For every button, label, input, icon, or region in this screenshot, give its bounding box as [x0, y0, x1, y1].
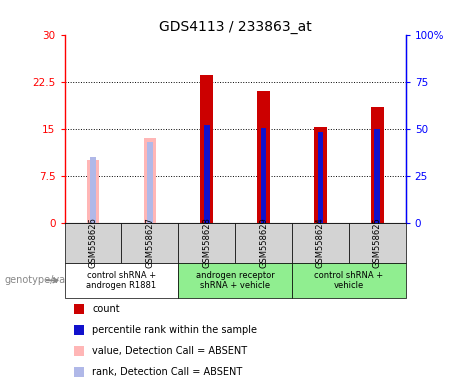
Text: GSM558626: GSM558626 [89, 217, 97, 268]
Text: rank, Detection Call = ABSENT: rank, Detection Call = ABSENT [92, 367, 242, 377]
Text: GSM558625: GSM558625 [373, 217, 382, 268]
Text: percentile rank within the sample: percentile rank within the sample [92, 325, 257, 335]
Text: GSM558629: GSM558629 [259, 217, 268, 268]
Text: count: count [92, 304, 120, 314]
Text: GSM558628: GSM558628 [202, 217, 211, 268]
Text: GSM558627: GSM558627 [145, 217, 154, 268]
Bar [257, 91, 270, 223]
Bar [204, 125, 209, 223]
Text: control shRNA +
androgen R1881: control shRNA + androgen R1881 [86, 271, 156, 290]
Text: androgen receptor
shRNA + vehicle: androgen receptor shRNA + vehicle [196, 271, 274, 290]
Bar [261, 128, 266, 223]
Bar [371, 107, 384, 223]
Text: control shRNA +
vehicle: control shRNA + vehicle [314, 271, 384, 290]
Bar [147, 142, 153, 223]
Text: GSM558624: GSM558624 [316, 217, 325, 268]
Title: GDS4113 / 233863_at: GDS4113 / 233863_at [159, 20, 312, 33]
Text: value, Detection Call = ABSENT: value, Detection Call = ABSENT [92, 346, 247, 356]
Text: genotype/variation: genotype/variation [5, 275, 97, 285]
Bar [201, 75, 213, 223]
Bar [318, 132, 323, 223]
Bar [374, 129, 380, 223]
Bar [90, 157, 96, 223]
Bar [143, 138, 156, 223]
Bar [87, 160, 99, 223]
Bar [314, 127, 327, 223]
